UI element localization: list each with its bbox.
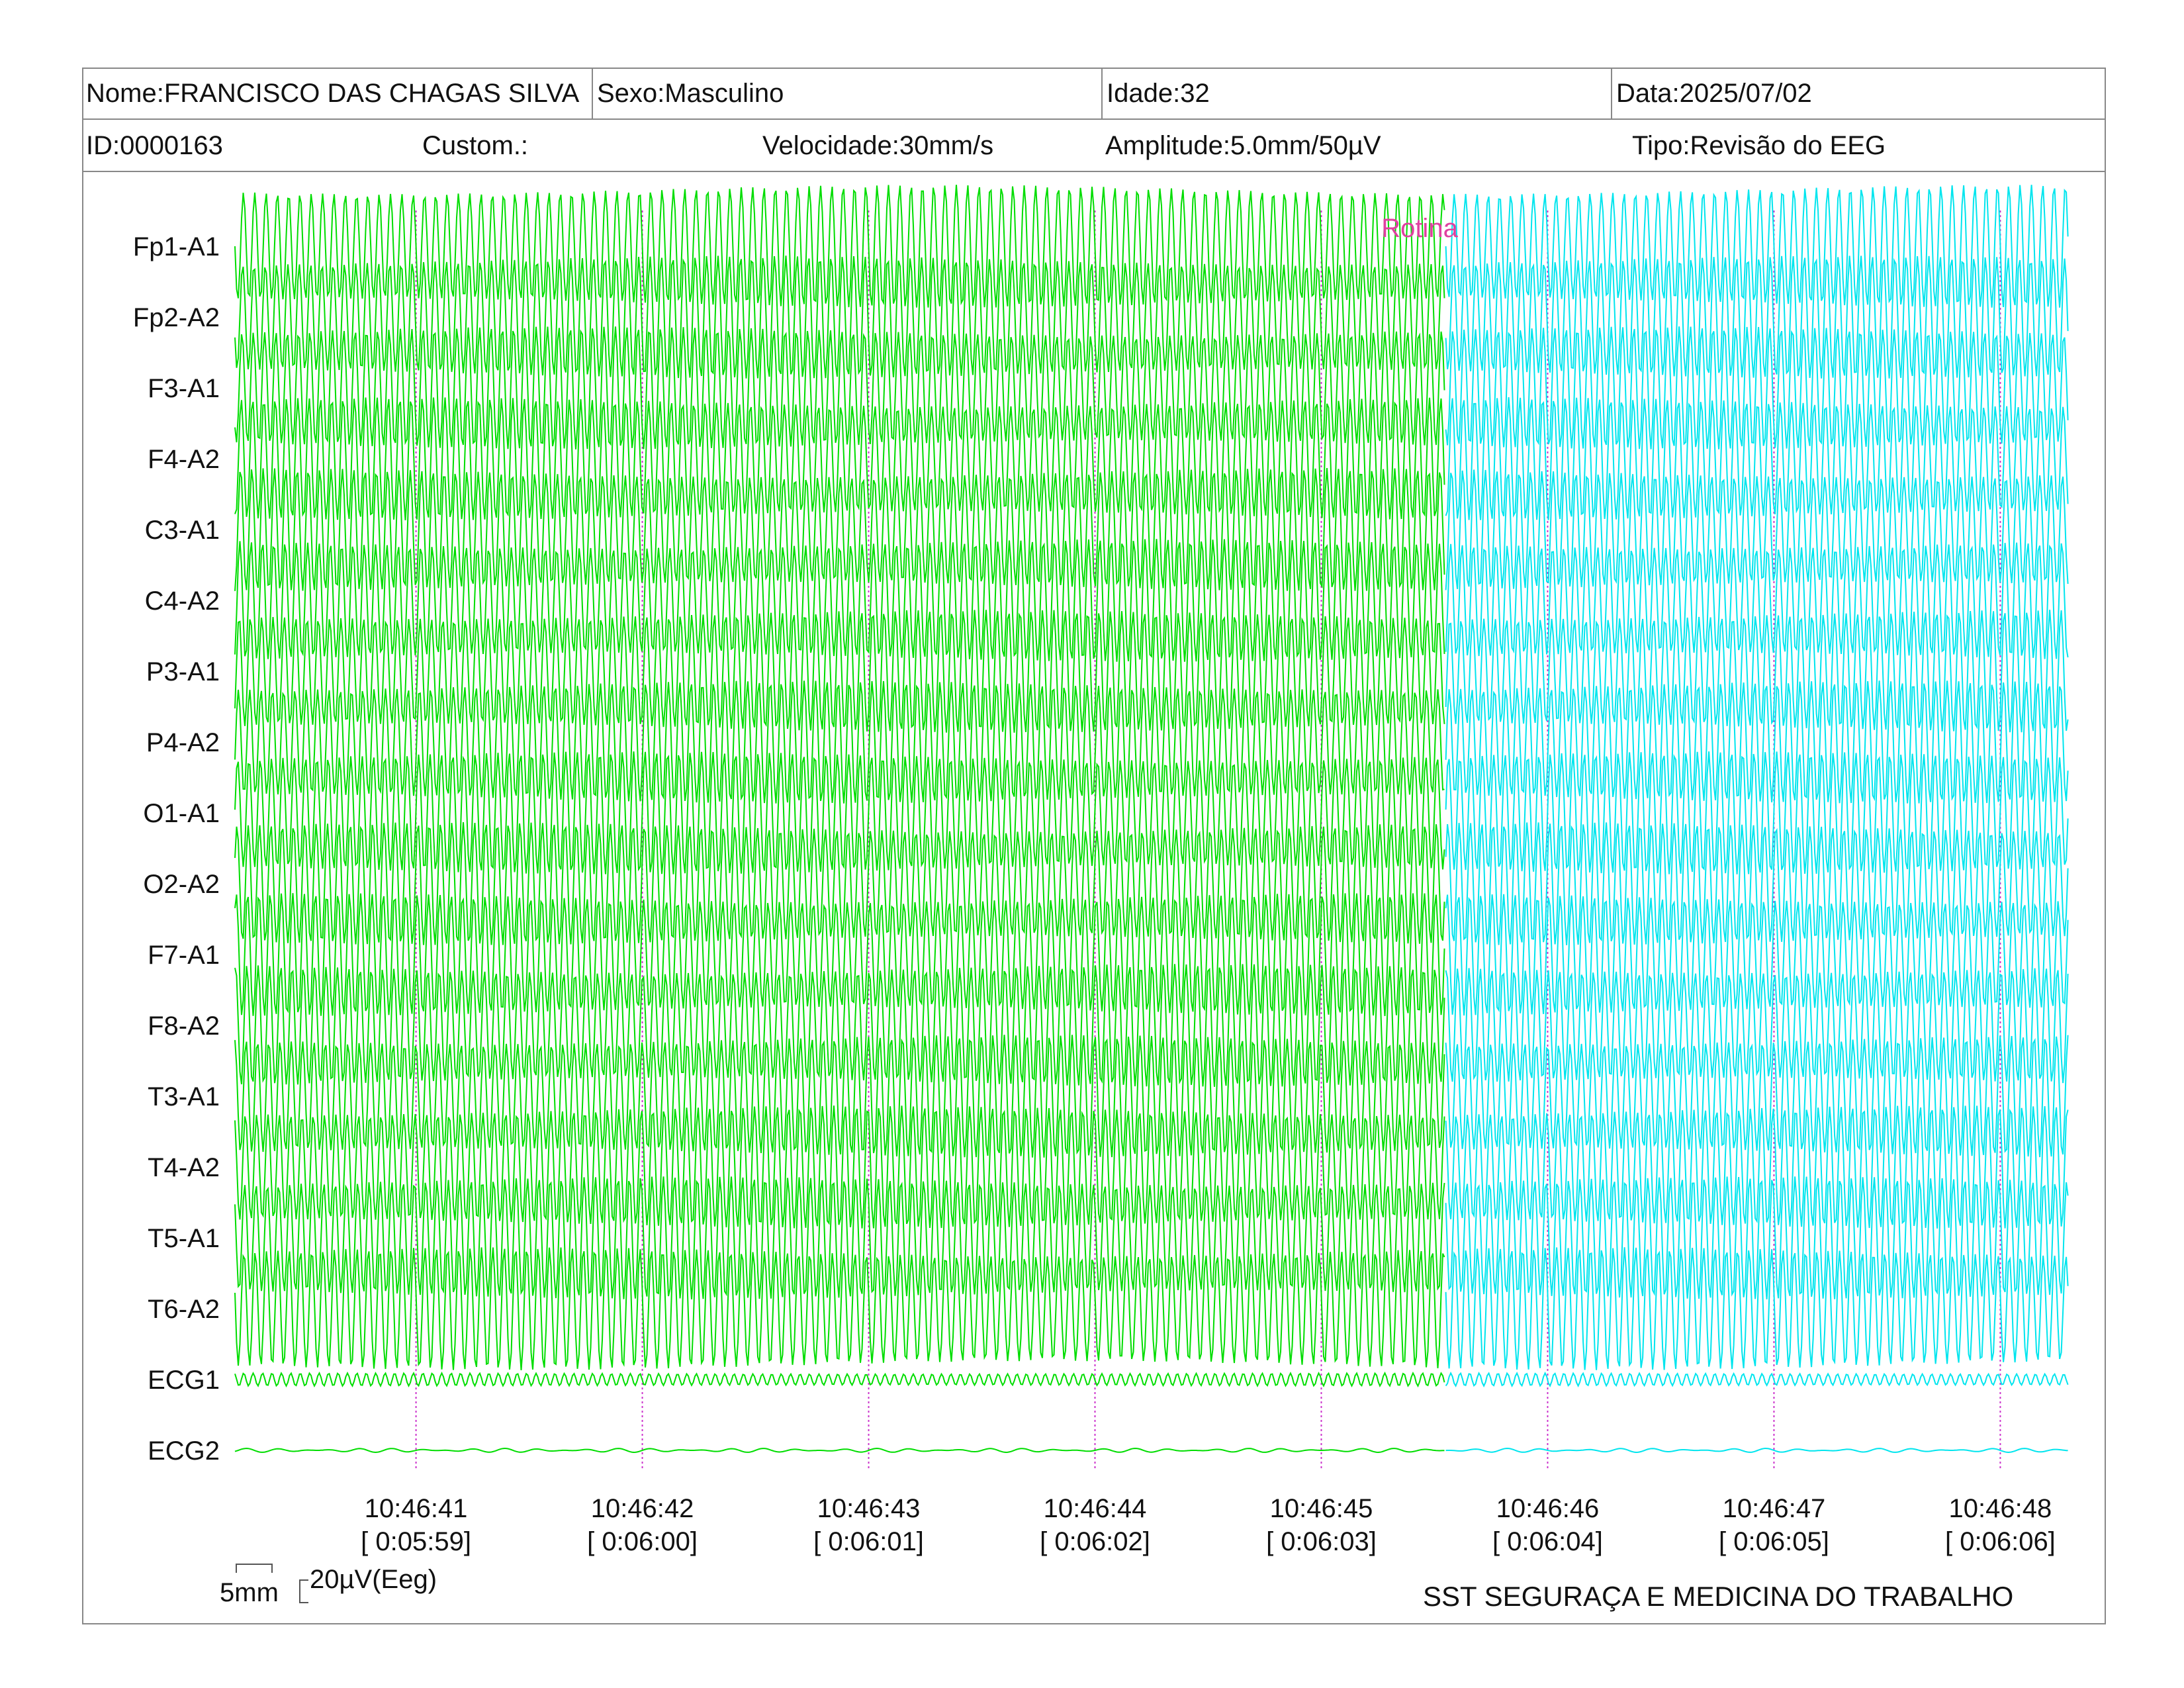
trace-c4-a2 — [234, 539, 1445, 662]
channel-label: Fp2-A2 — [133, 303, 220, 332]
time-tick-elapsed: [ 0:05:59] — [361, 1527, 471, 1556]
amplitude-field: Amplitude:5.0mm/50µV — [1105, 131, 1381, 160]
trace-fp1-a1 — [1445, 185, 2069, 308]
trace-c3-a1 — [1445, 469, 2069, 590]
trace-o2-a2 — [1445, 822, 2069, 945]
channel-label: T4-A2 — [148, 1153, 220, 1182]
channel-label: Fp1-A1 — [133, 232, 220, 261]
patient-sex: Sexo:Masculino — [592, 68, 1101, 118]
trace-ecg1 — [1445, 1371, 2069, 1388]
time-tick-elapsed: [ 0:06:02] — [1040, 1527, 1150, 1556]
patient-id: ID:0000163 — [86, 131, 223, 160]
trace-t3-a1 — [234, 1035, 1445, 1158]
header-row-1: Nome:FRANCISCO DAS CHAGAS SILVA Sexo:Mas… — [82, 68, 2106, 120]
trace-f8-a2 — [1445, 968, 2069, 1084]
trace-f4-a2 — [234, 397, 1445, 520]
time-tick-clock: 10:46:45 — [1270, 1494, 1373, 1523]
type-field: Tipo:Revisão do EEG — [1632, 131, 1886, 160]
trace-fp1-a1 — [234, 185, 1445, 308]
trace-f4-a2 — [1445, 397, 2069, 520]
channel-label: F3-A1 — [148, 374, 220, 403]
trace-t5-a1 — [234, 1176, 1445, 1299]
trace-c3-a1 — [234, 468, 1445, 591]
trace-p3-a1 — [1445, 610, 2069, 733]
report-frame — [82, 68, 2106, 1624]
time-tick-elapsed: [ 0:06:01] — [813, 1527, 924, 1556]
trace-ecg2 — [1445, 1447, 2068, 1454]
patient-name: Nome:FRANCISCO DAS CHAGAS SILVA — [86, 79, 580, 108]
channel-label: P3-A1 — [146, 657, 220, 686]
channel-label: F8-A2 — [148, 1011, 220, 1041]
trace-p3-a1 — [234, 610, 1445, 733]
trace-t4-a2 — [1445, 1105, 2069, 1229]
trace-ecg2 — [234, 1447, 1445, 1454]
trace-f7-a1 — [1445, 894, 2069, 1016]
trace-f3-a1 — [234, 326, 1445, 449]
patient-age: Idade:32 — [1101, 68, 1611, 118]
trace-t5-a1 — [1445, 1176, 2069, 1299]
channel-label: O1-A1 — [143, 799, 220, 828]
time-tick-elapsed: [ 0:06:05] — [1719, 1527, 1829, 1556]
trace-c4-a2 — [1445, 542, 2069, 659]
trace-fp2-a2 — [1445, 256, 2069, 379]
channel-label: C3-A1 — [145, 516, 220, 545]
trace-t4-a2 — [234, 1105, 1445, 1229]
time-tick-clock: 10:46:47 — [1723, 1494, 1826, 1523]
channel-label: F7-A1 — [148, 941, 220, 970]
time-tick-clock: 10:46:41 — [365, 1494, 468, 1523]
channel-label: P4-A2 — [146, 728, 220, 757]
channel-label: C4-A2 — [145, 586, 220, 616]
time-tick-clock: 10:46:44 — [1044, 1494, 1147, 1523]
trace-f7-a1 — [234, 893, 1445, 1016]
speed-field: Velocidade:30mm/s — [762, 131, 994, 160]
record-date: Data:2025/07/02 — [1611, 68, 2106, 118]
time-tick-elapsed: [ 0:06:04] — [1492, 1527, 1603, 1556]
channel-label: T5-A1 — [148, 1224, 220, 1253]
organization-footer: SST SEGURAÇA E MEDICINA DO TRABALHO — [1423, 1581, 2014, 1612]
event-annotation: Rotina — [1381, 214, 1458, 243]
time-tick-elapsed: [ 0:06:06] — [1945, 1527, 2056, 1556]
trace-f8-a2 — [234, 964, 1445, 1087]
time-tick-clock: 10:46:48 — [1949, 1494, 2052, 1523]
trace-f3-a1 — [1445, 326, 2069, 449]
trace-p4-a2 — [1445, 680, 2069, 804]
time-tick-elapsed: [ 0:06:03] — [1266, 1527, 1377, 1556]
trace-o1-a1 — [234, 751, 1445, 874]
custom-field: Custom.: — [422, 131, 529, 160]
amplitude-scale-bar — [299, 1579, 308, 1603]
trace-o1-a1 — [1445, 751, 2069, 874]
channel-label: O2-A2 — [143, 870, 220, 899]
trace-ecg1 — [234, 1371, 1445, 1388]
trace-t6-a2 — [1445, 1247, 2069, 1370]
time-scale-bar — [236, 1564, 273, 1573]
channel-label: F4-A2 — [148, 445, 220, 474]
trace-t6-a2 — [234, 1247, 1445, 1370]
time-tick-clock: 10:46:42 — [591, 1494, 694, 1523]
header-row-2: ID:0000163 Custom.: Velocidade:30mm/s Am… — [82, 120, 2106, 172]
time-tick-elapsed: [ 0:06:00] — [587, 1527, 698, 1556]
time-tick-clock: 10:46:46 — [1496, 1494, 1600, 1523]
trace-fp2-a2 — [234, 256, 1445, 379]
channel-label: T3-A1 — [148, 1082, 220, 1111]
time-tick-clock: 10:46:43 — [817, 1494, 921, 1523]
channel-label: ECG1 — [148, 1366, 220, 1395]
trace-t3-a1 — [1445, 1035, 2069, 1158]
channel-label: ECG2 — [148, 1436, 220, 1466]
amplitude-scale-label: 20µV(Eeg) — [310, 1565, 437, 1594]
trace-o2-a2 — [234, 822, 1445, 945]
trace-p4-a2 — [234, 680, 1445, 804]
channel-label: T6-A2 — [148, 1295, 220, 1324]
time-scale-label: 5mm — [220, 1578, 279, 1607]
